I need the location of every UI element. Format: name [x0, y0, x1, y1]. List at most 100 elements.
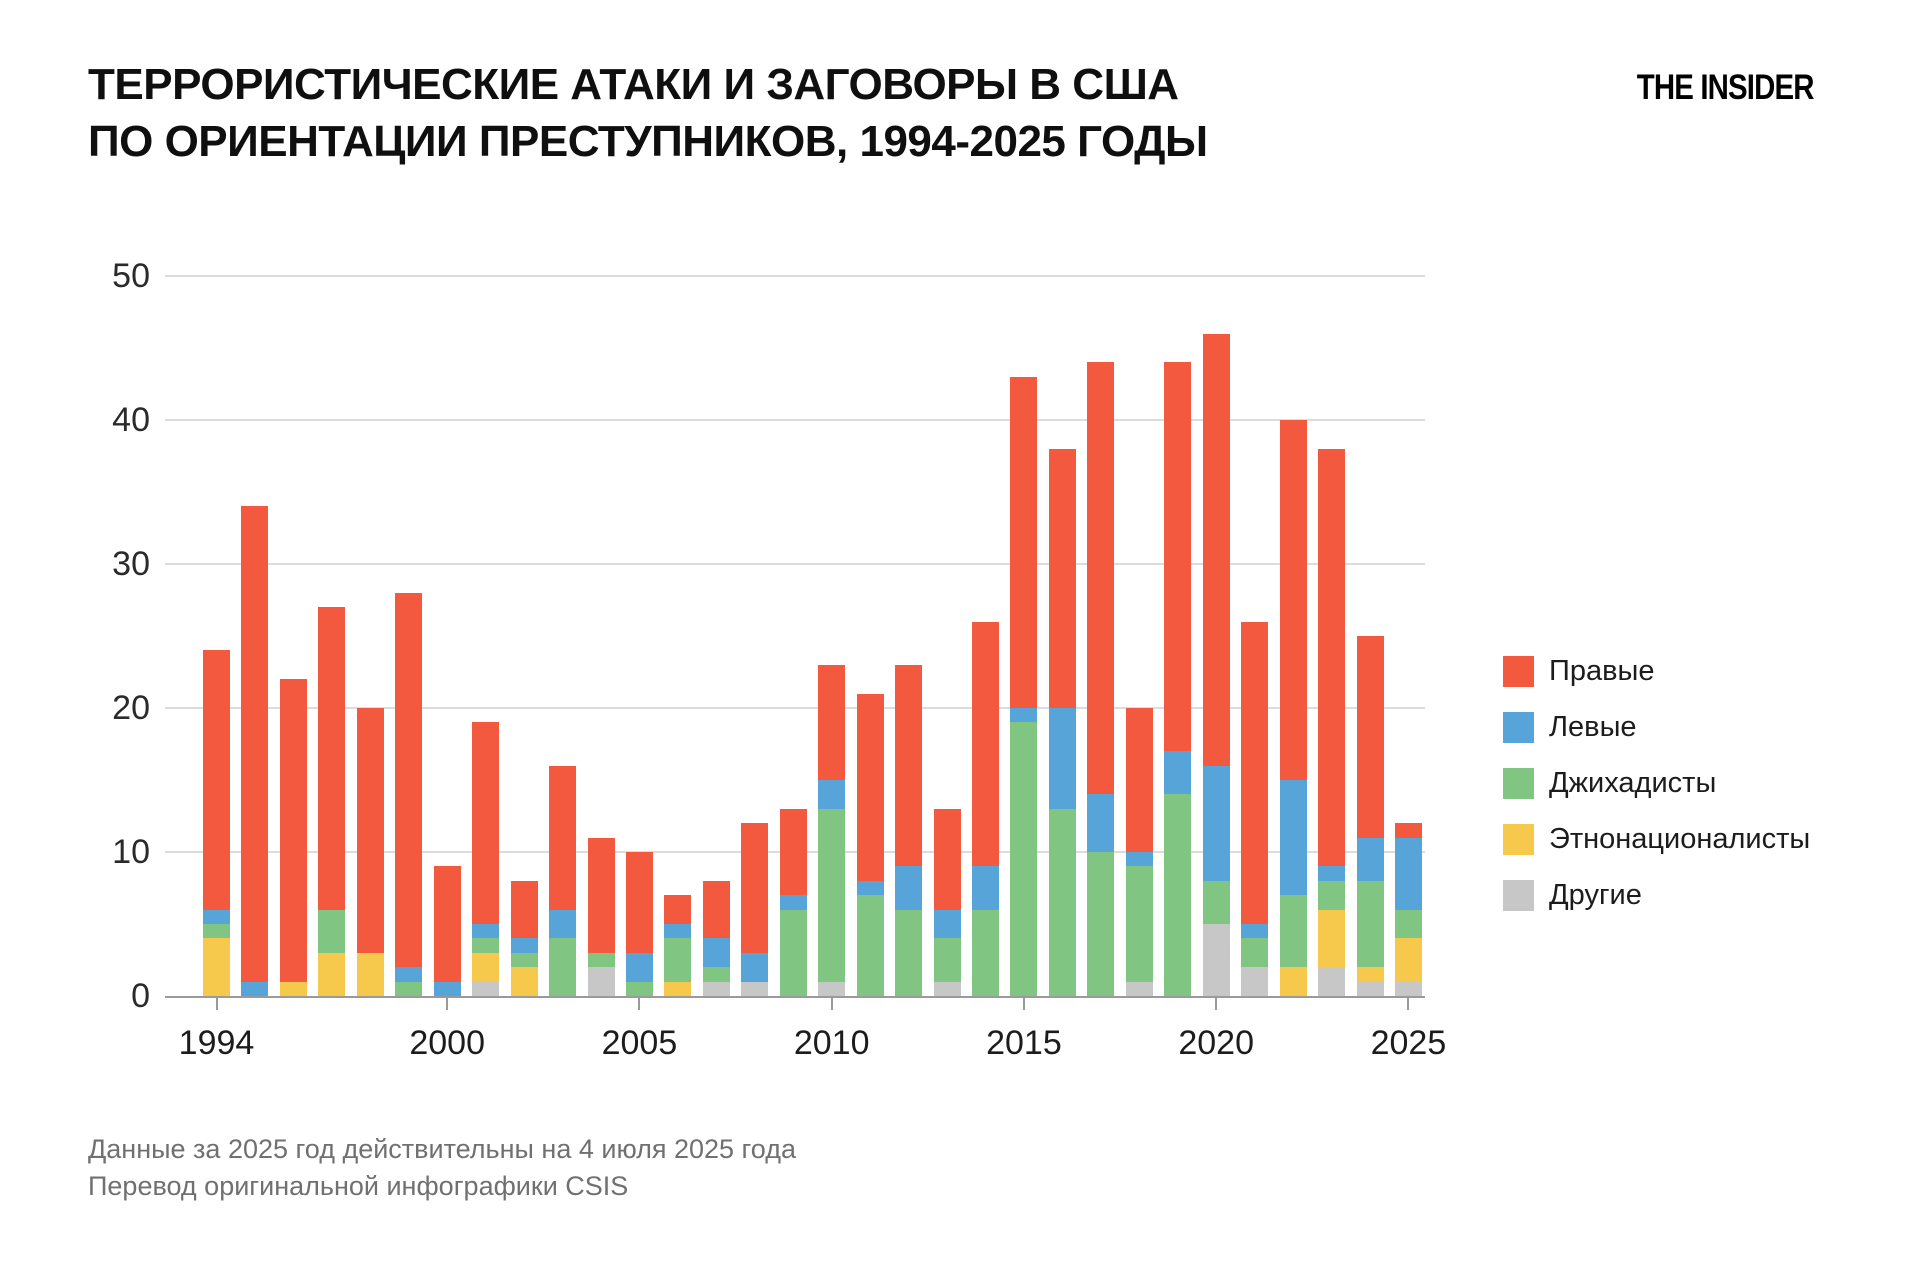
legend-label-ethnonationalists: Этнонационалисты [1549, 823, 1811, 855]
x-axis-label-2020: 2020 [1178, 1024, 1254, 1062]
bar-segment-2009-right [779, 808, 807, 896]
y-axis-label-50: 50 [112, 257, 150, 295]
bar-segment-2007-right [702, 880, 730, 939]
bar-segment-1996-ethnonationalists [279, 981, 307, 996]
x-axis-tick-2010 [830, 996, 833, 1010]
bar-segment-2017-right [1087, 362, 1115, 795]
bar-segment-2020-right [1202, 333, 1230, 766]
bar-segment-2007-left [702, 938, 730, 968]
legend-item-right: Правые [1503, 655, 1810, 687]
bar-segment-2018-right [1125, 708, 1153, 852]
bar-segment-2001-ethnonationalists [472, 952, 500, 982]
bar-segment-2015-right [1010, 376, 1038, 708]
bar-segment-2025-ethnonationalists [1394, 938, 1422, 982]
bar-segment-1994-left [203, 909, 230, 924]
gridline-50 [165, 275, 1425, 277]
gridline-30 [165, 563, 1425, 565]
legend: Правые Левые Джихадисты Этнонационалисты Дру… [1503, 655, 1811, 936]
bar-segment-2001-right [472, 722, 500, 924]
bar-segment-2019-left [1164, 751, 1192, 795]
x-axis-tick-2000 [446, 996, 449, 1010]
bar-segment-2010-left [818, 780, 846, 809]
x-axis-tick-2020 [1215, 996, 1218, 1010]
bar-segment-2024-others [1356, 981, 1384, 996]
bar-segment-2007-jihadists [702, 967, 730, 982]
bar-segment-2004-right [587, 837, 615, 953]
bar-segment-2015-jihadists [1010, 722, 1038, 996]
bar-segment-2003-jihadists [549, 938, 577, 996]
bar-segment-2022-jihadists [1279, 895, 1307, 968]
bar-segment-2014-jihadists [972, 909, 999, 996]
bar-segment-2002-jihadists [510, 952, 538, 968]
bar-segment-2024-jihadists [1356, 880, 1384, 968]
bar-segment-2012-jihadists [895, 909, 923, 996]
bar-segment-2001-left [472, 924, 500, 939]
bar-segment-2016-jihadists [1048, 808, 1076, 996]
legend-label-left: Левые [1549, 711, 1637, 743]
x-axis-label-2000: 2000 [409, 1024, 485, 1062]
bar-segment-2009-left [779, 895, 807, 910]
bar-segment-2014-left [972, 866, 999, 910]
bar-segment-2008-others [741, 981, 769, 996]
bar-segment-2020-jihadists [1202, 880, 1230, 924]
x-axis-label-2015: 2015 [986, 1024, 1062, 1062]
bar-segment-2016-left [1048, 708, 1076, 809]
bar-segment-2017-left [1087, 794, 1115, 852]
bar-segment-2018-others [1125, 981, 1153, 996]
legend-item-jihadists: Джихадисты [1503, 767, 1810, 799]
bar-segment-2004-others [587, 967, 615, 996]
legend-swatch-right [1503, 656, 1534, 687]
bar-segment-2013-right [933, 808, 961, 910]
bar-segment-2005-left [625, 952, 653, 982]
legend-label-right: Правые [1549, 655, 1655, 687]
bar-segment-2020-left [1202, 765, 1230, 881]
bar-segment-2002-right [510, 880, 538, 939]
legend-swatch-others [1503, 880, 1534, 911]
bar-segment-2016-right [1048, 448, 1076, 708]
bar-segment-2002-ethnonationalists [510, 967, 538, 996]
bar-segment-2000-left [433, 981, 461, 996]
bar-segment-2024-left [1356, 837, 1384, 881]
bar-segment-1994-jihadists [203, 924, 230, 939]
chart-title-line2: ПО ОРИЕНТАЦИИ ПРЕСТУПНИКОВ, 1994-2025 ГО… [88, 117, 1208, 166]
bar-segment-1994-right [203, 650, 230, 910]
legend-swatch-left [1503, 712, 1534, 743]
bar-segment-2021-left [1241, 924, 1269, 939]
y-axis-label-10: 10 [112, 833, 150, 871]
bar-segment-2023-right [1318, 448, 1346, 867]
bar-segment-2025-right [1394, 823, 1422, 838]
x-axis-line [165, 996, 1425, 998]
bar-segment-2019-jihadists [1164, 794, 1192, 996]
legend-swatch-ethnonationalists [1503, 824, 1534, 855]
x-axis-label-2025: 2025 [1370, 1024, 1447, 1062]
bar-segment-2023-jihadists [1318, 880, 1346, 910]
bar-segment-2009-jihadists [779, 909, 807, 996]
legend-item-left: Левые [1503, 711, 1810, 743]
bar-segment-2003-left [549, 909, 577, 939]
bar-segment-2007-others [702, 981, 730, 996]
bar-segment-2023-left [1318, 866, 1346, 881]
legend-item-ethnonationalists: Этнонационалисты [1503, 823, 1811, 855]
x-axis-label-2005: 2005 [601, 1024, 678, 1062]
bar-segment-2011-right [856, 693, 884, 881]
bar-segment-1997-ethnonationalists [318, 952, 346, 996]
bar-segment-2002-left [510, 938, 538, 953]
bar-segment-1995-left [241, 981, 269, 996]
bar-segment-2025-jihadists [1394, 909, 1422, 939]
bar-segment-2003-right [549, 765, 577, 910]
bar-segment-2015-left [1010, 708, 1038, 723]
bar-segment-1994-ethnonationalists [203, 938, 230, 996]
bar-segment-2012-left [895, 866, 923, 910]
bar-segment-2005-jihadists [625, 981, 653, 996]
legend-swatch-jihadists [1503, 768, 1534, 799]
bar-segment-2010-right [818, 664, 846, 780]
gridline-20 [165, 707, 1425, 709]
bar-segment-1995-right [241, 506, 269, 982]
bar-segment-1999-left [395, 967, 423, 982]
bar-segment-2018-jihadists [1125, 866, 1153, 982]
chart-title-line1: ТЕРРОРИСТИЧЕСКИЕ АТАКИ И ЗАГОВОРЫ В США [88, 60, 1179, 109]
bar-segment-2022-left [1279, 780, 1307, 896]
bar-segment-1999-jihadists [395, 981, 423, 996]
bar-segment-2018-left [1125, 852, 1153, 867]
